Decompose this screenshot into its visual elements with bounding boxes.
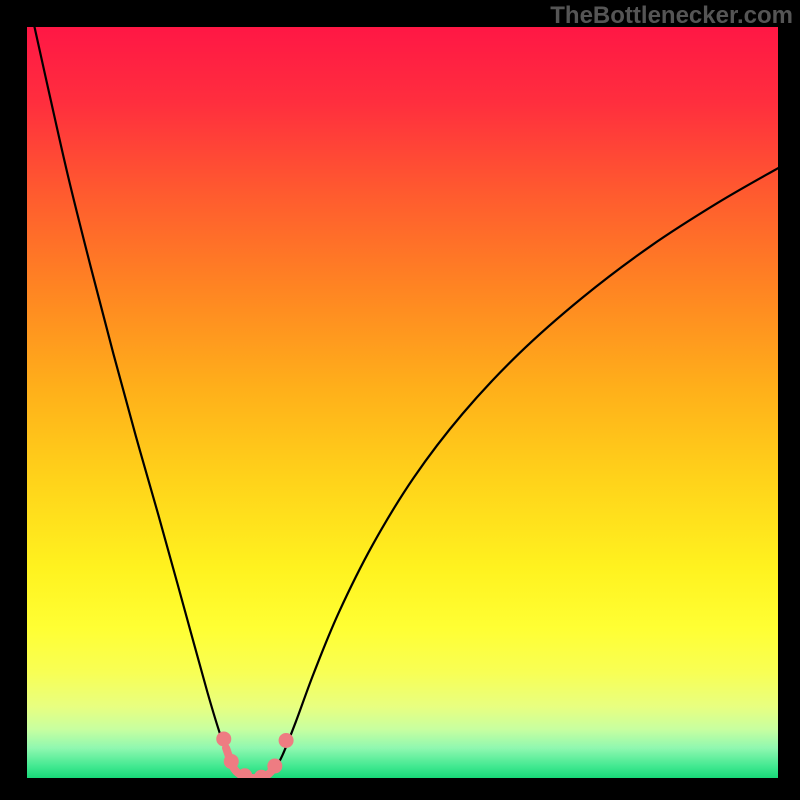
curve-right-branch [273, 168, 778, 772]
curve-left-branch [35, 27, 236, 772]
watermark-text: TheBottlenecker.com [550, 2, 793, 30]
curve-layer [27, 27, 778, 778]
valley-marker [279, 733, 294, 748]
plot-area [27, 27, 778, 778]
valley-marker [216, 731, 231, 746]
valley-marker [224, 754, 239, 769]
valley-marker [267, 758, 282, 773]
